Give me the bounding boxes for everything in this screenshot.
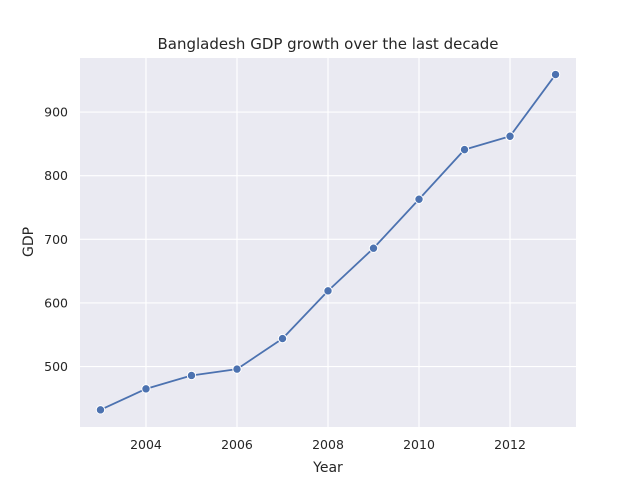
data-point: [277, 333, 288, 344]
x-axis-label: Year: [312, 460, 343, 476]
x-tick-label: 2008: [312, 437, 344, 452]
y-tick-label: 500: [44, 359, 68, 374]
y-axis-label: GDP: [21, 227, 37, 257]
y-tick-label: 700: [44, 232, 68, 247]
series-layer: [95, 69, 561, 415]
data-point: [368, 243, 379, 253]
data-point: [459, 144, 470, 155]
data-point: [186, 370, 197, 381]
x-tick-label: 2012: [494, 437, 526, 452]
data-point: [414, 194, 424, 204]
data-point: [95, 405, 106, 415]
data-point: [505, 131, 515, 141]
data-point: [141, 384, 151, 394]
x-tick-label: 2004: [130, 437, 162, 452]
chart-title: Bangladesh GDP growth over the last deca…: [157, 35, 498, 53]
tick-labels: 2004 2006 2008 2010 2012 500 600 700 800 900: [44, 105, 526, 452]
data-point: [232, 364, 242, 374]
data-point: [323, 286, 333, 296]
x-tick-label: 2006: [221, 437, 253, 452]
y-tick-label: 800: [44, 168, 68, 183]
y-tick-label: 600: [44, 295, 68, 310]
x-tick-label: 2010: [403, 437, 435, 452]
grid-lines: [80, 58, 576, 427]
y-tick-label: 900: [44, 105, 68, 120]
data-point: [550, 69, 561, 80]
